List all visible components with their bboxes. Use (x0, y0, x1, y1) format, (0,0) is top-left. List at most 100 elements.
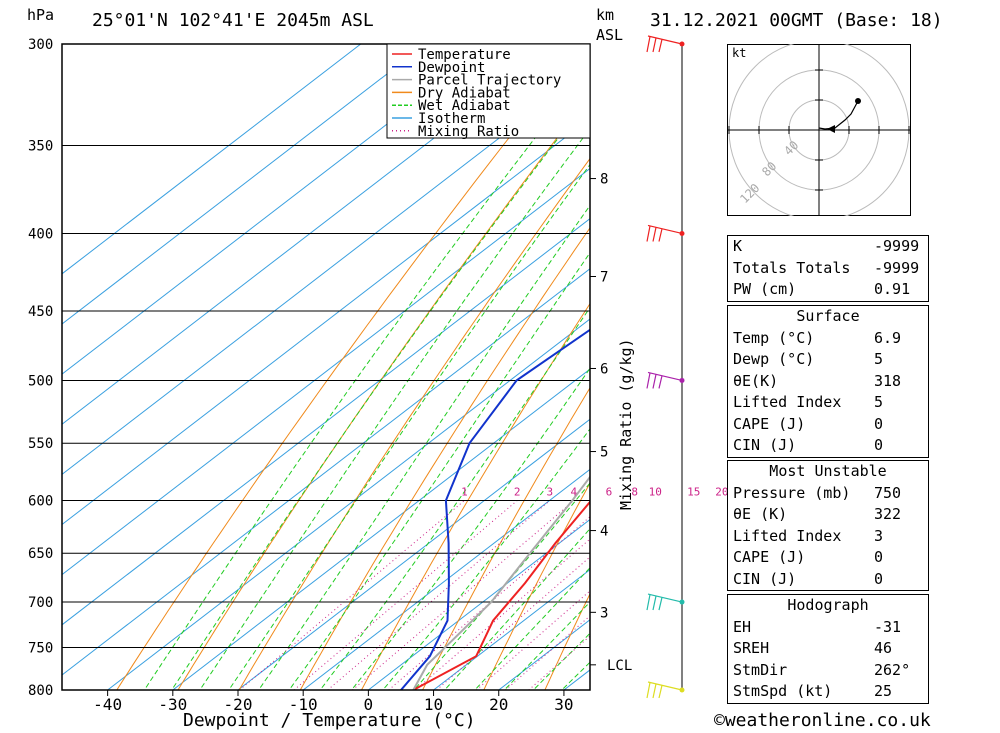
wind-barb-flag (646, 372, 651, 389)
wet-adiabat-line (228, 163, 590, 690)
isotherm-line (62, 44, 492, 375)
pw-value: 0.91 (874, 280, 911, 298)
surface-li-label: Lifted Index (733, 393, 842, 411)
wind-barb-flag (652, 683, 657, 699)
x-tick-label: 20 (489, 695, 508, 714)
wind-barb-flag (652, 595, 657, 611)
isotherm-line (62, 44, 557, 425)
wind-level-dot (679, 599, 685, 605)
km-tick-label: 8 (600, 172, 608, 188)
x-tick-label: 10 (424, 695, 443, 714)
datetime-title: 31.12.2021 00GMT (Base: 18) (650, 10, 943, 31)
pressure-tick-label: 600 (28, 494, 53, 510)
mixing-ratio-label: 20 (715, 486, 728, 499)
wind-barb-flag (658, 228, 663, 242)
storm-motion-marker (827, 125, 835, 133)
series-parcel-trajectory (412, 475, 590, 690)
pressure-unit-label: hPa (27, 6, 55, 24)
mixing-ratio-line (476, 590, 590, 690)
wind-barb (647, 35, 683, 45)
mixing-ratio-label: 4 (571, 486, 578, 499)
mu-li-value: 3 (874, 526, 884, 545)
most-unstable-title: Most Unstable (769, 462, 887, 480)
eh-label: EH (733, 617, 752, 636)
hodograph-top-point (855, 98, 861, 104)
surface-cape-label: CAPE (J) (733, 414, 806, 433)
mu-li-label: Lifted Index (733, 526, 842, 545)
mu-cape-label: CAPE (J) (733, 548, 806, 566)
wind-barb-flag (646, 225, 651, 242)
wet-adiabat-line (288, 251, 590, 690)
wind-level-dot (679, 230, 685, 236)
wind-level-dot (679, 377, 685, 383)
stmdir-label: StmDir (733, 660, 788, 679)
k-index-label: K (733, 237, 743, 255)
km-tick-label: 4 (600, 524, 608, 540)
legend-entry: Mixing Ratio (418, 124, 519, 140)
wet-adiabat-line (443, 527, 590, 690)
x-tick-label: -40 (93, 695, 122, 714)
sreh-label: SREH (733, 639, 770, 657)
isotherm-line (368, 518, 590, 690)
pressure-tick-label: 350 (28, 139, 53, 155)
mixing-ratio-label: 8 (631, 486, 638, 499)
plot-frame (61, 43, 591, 691)
location-title: 25°01'N 102°41'E 2045m ASL (92, 10, 374, 31)
hodograph-stats-table: Hodograph EH -31 SREH 46 StmDir 262° StmSpd… (727, 594, 929, 704)
mu-theta-label: θE (K) (733, 505, 788, 523)
mixing-ratio-line (528, 635, 590, 690)
stmdir-value: 262° (874, 660, 911, 679)
isotherm-line (302, 468, 590, 690)
indices-table: K -9999 Totals Totals -9999 PW (cm) 0.91 (727, 235, 929, 302)
legend-entry: Parcel Trajectory (418, 73, 561, 89)
wind-barb (647, 371, 683, 382)
isotherm-line (172, 368, 590, 690)
isotherm-line (62, 167, 590, 576)
surface-theta-value: 318 (874, 371, 902, 390)
km-tick-label: 3 (600, 605, 608, 621)
copyright-link[interactable]: ©weatheronline.co.uk (714, 710, 931, 731)
mixing-ratio-label: 6 (606, 486, 613, 499)
wind-barb-flag (652, 227, 657, 242)
legend-entry: Isotherm (418, 111, 485, 127)
pressure-tick-label: 800 (28, 683, 53, 699)
k-index-value: -9999 (874, 237, 920, 255)
legend-entry: Dry Adiabat (418, 85, 511, 101)
wind-level-dot (679, 41, 685, 47)
isotherm-line (62, 218, 590, 626)
wet-adiabat-line (319, 306, 590, 690)
pw-label: PW (cm) (733, 280, 797, 298)
km-tick-label: 7 (600, 269, 608, 285)
dry-adiabat-line (483, 482, 590, 690)
mixing-ratio-label: 2 (514, 486, 521, 499)
isotherm-line (62, 44, 427, 325)
mu-cin-value: 0 (874, 569, 884, 588)
wind-level-dot (679, 687, 685, 693)
wind-barb-flag (658, 597, 663, 611)
dry-adiabat-line (361, 302, 590, 690)
surface-dewp-value: 5 (874, 350, 884, 368)
mixing-ratio-label: 15 (687, 486, 700, 499)
surface-temp-value: 6.9 (874, 328, 902, 347)
mu-theta-value: 322 (874, 505, 902, 523)
pressure-tick-label: 550 (28, 436, 53, 452)
mu-pressure-label: Pressure (mb) (733, 483, 851, 502)
stmspd-label: StmSpd (kt) (733, 682, 833, 700)
wind-barb (647, 224, 683, 235)
isotherm-line (62, 44, 362, 275)
wind-barb (647, 681, 683, 691)
legend-entry: Wet Adiabat (418, 98, 511, 114)
x-tick-label: -10 (289, 695, 318, 714)
x-tick-label: 0 (364, 695, 374, 714)
wind-barb-flag (652, 37, 657, 53)
isotherm-line (62, 268, 590, 676)
pressure-tick-label: 750 (28, 640, 53, 656)
surface-theta-label: θE(K) (733, 371, 779, 390)
legend-box (386, 43, 591, 139)
surface-li-value: 5 (874, 393, 884, 411)
isotherm-line (62, 67, 590, 476)
pressure-tick-label: 400 (28, 226, 53, 242)
surface-cape-value: 0 (874, 414, 884, 433)
pressure-tick-label: 300 (28, 37, 53, 53)
